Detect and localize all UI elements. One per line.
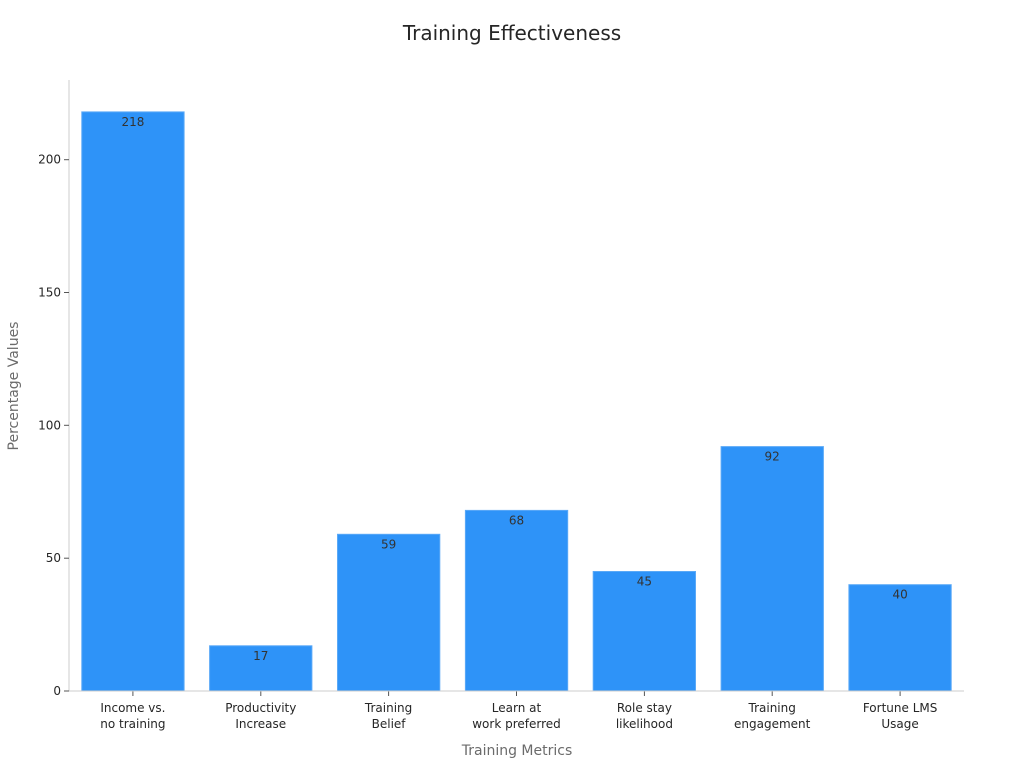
x-axis-label: Training Metrics — [461, 743, 573, 759]
x-tick-label-line: Usage — [881, 717, 918, 731]
x-tick-label-0: Income vs. no training — [100, 701, 165, 731]
x-tick-label-line: likelihood — [616, 717, 673, 731]
x-tick-label-line: engagement — [734, 717, 811, 731]
x-tick-label-line: Fortune LMS — [863, 701, 938, 715]
data-label-3: 68 — [509, 513, 524, 527]
chart-title: Training Effectiveness — [402, 21, 621, 45]
y-tick-label-0: 0 — [53, 684, 61, 698]
data-label-4: 45 — [637, 575, 652, 589]
y-tick-label-2: 100 — [38, 418, 61, 432]
x-axis: Income vs. no training Productivity Increas… — [69, 690, 964, 731]
y-axis: 0 50 100 150 200 — [38, 80, 70, 698]
bar-1 — [209, 645, 313, 692]
x-tick-label-line: Role stay — [617, 701, 672, 715]
x-tick-label-line: Increase — [235, 717, 286, 731]
y-tick-label-4: 200 — [38, 153, 61, 167]
bar-3 — [464, 509, 569, 692]
x-tick-label-line: Income vs. — [100, 701, 165, 715]
bar-4 — [592, 571, 697, 692]
x-tick-label-line: Learn at — [492, 701, 542, 715]
bar-2 — [337, 533, 441, 692]
data-label-6: 40 — [892, 588, 907, 602]
x-tick-label-line: work preferred — [472, 717, 561, 731]
x-tick-label-line: Productivity — [225, 701, 296, 715]
x-tick-label-3: Learn at work preferred — [472, 701, 561, 731]
x-tick-label-2: Training Belief — [364, 701, 412, 731]
x-tick-label-1: Productivity Increase — [225, 701, 296, 731]
x-tick-label-line: Training — [748, 701, 796, 715]
data-label-0: 218 — [121, 115, 144, 129]
x-tick-label-5: Training engagement — [734, 701, 811, 731]
bar-5 — [720, 446, 824, 692]
bars-group: 218 17 59 68 45 92 40 — [81, 111, 952, 692]
data-label-2: 59 — [381, 537, 396, 551]
bar-0 — [81, 111, 185, 692]
x-tick-label-4: Role stay likelihood — [616, 701, 673, 731]
data-label-5: 92 — [765, 450, 780, 464]
y-axis-label: Percentage Values — [6, 322, 22, 451]
x-tick-label-line: Belief — [372, 717, 407, 731]
x-tick-label-line: Training — [364, 701, 412, 715]
y-tick-label-3: 150 — [38, 286, 61, 300]
y-tick-label-1: 50 — [46, 551, 61, 565]
bar-6 — [848, 584, 952, 692]
x-tick-label-6: Fortune LMS Usage — [863, 701, 938, 731]
data-label-1: 17 — [253, 649, 268, 663]
x-tick-label-line: no training — [100, 717, 165, 731]
